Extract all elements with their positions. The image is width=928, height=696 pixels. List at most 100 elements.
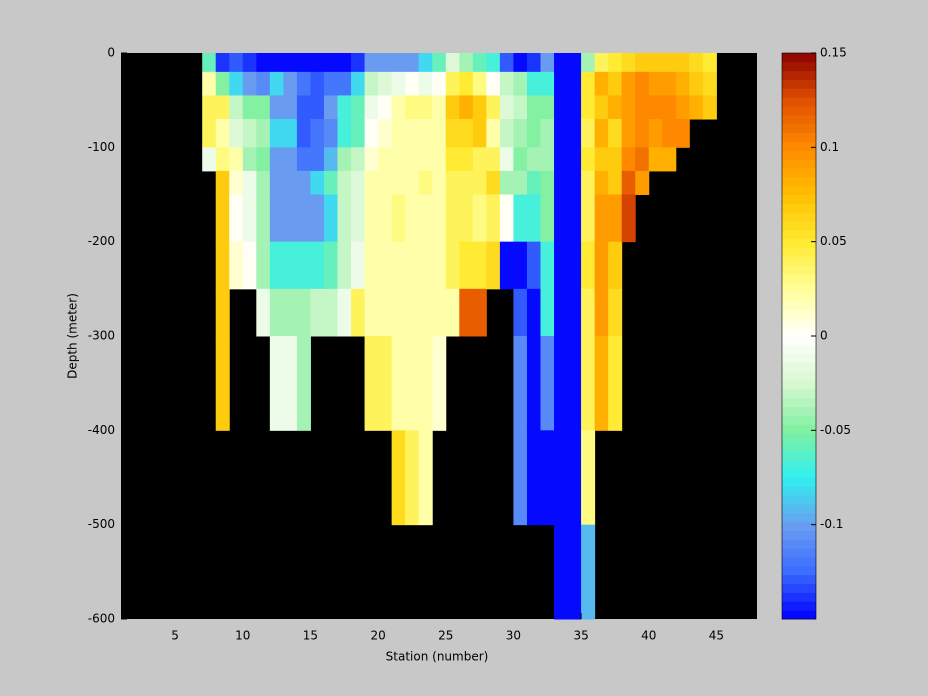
heatmap-cell — [418, 288, 433, 337]
heatmap-cell — [296, 119, 311, 148]
heatmap-cell — [581, 336, 596, 431]
heatmap-cell — [540, 53, 555, 73]
heatmap-cell — [472, 147, 487, 172]
colorbar-band — [782, 150, 816, 160]
heatmap-cell — [391, 53, 406, 73]
heatmap-cell — [323, 194, 339, 243]
colorbar-band — [782, 495, 816, 505]
heatmap-cell — [283, 71, 298, 96]
heatmap-cell — [472, 170, 487, 195]
colorbar-band — [782, 530, 816, 540]
heatmap-cell — [594, 170, 609, 195]
heatmap-cell — [418, 119, 433, 148]
heatmap-cell — [472, 241, 487, 290]
heatmap-cell — [351, 288, 366, 337]
heatmap-cell — [391, 288, 406, 337]
heatmap-cell — [337, 53, 352, 73]
heatmap-cell — [581, 288, 596, 337]
heatmap-cell — [418, 170, 433, 195]
colorbar-tick-label: 0.05 — [820, 234, 847, 248]
heatmap-cell — [283, 119, 298, 148]
heatmap-cell — [323, 53, 339, 73]
heatmap-cell — [675, 95, 690, 120]
heatmap-cell — [499, 241, 514, 290]
heatmap-cell — [391, 241, 406, 290]
heatmap-cell — [391, 147, 406, 172]
heatmap-cell — [459, 53, 474, 73]
heatmap-cell — [648, 95, 663, 120]
heatmap-cell — [567, 336, 582, 431]
heatmap-cell — [540, 336, 555, 431]
x-tick-label: 30 — [506, 629, 521, 643]
heatmap-cell — [337, 95, 352, 120]
colorbar-tick-label: 0 — [820, 329, 828, 343]
heatmap-cell — [391, 71, 406, 96]
heatmap-cell — [364, 147, 379, 172]
colorbar-band — [782, 185, 816, 195]
heatmap-cell — [594, 119, 609, 148]
heatmap-cell — [215, 194, 230, 243]
colorbar-band — [782, 450, 816, 461]
heatmap-cell — [256, 71, 271, 96]
heatmap-cell — [567, 53, 582, 73]
heatmap-cell — [256, 147, 271, 172]
heatmap-cell — [364, 95, 379, 120]
heatmap-cell — [351, 147, 366, 172]
heatmap-cell — [323, 170, 339, 195]
colorbar-band — [782, 212, 816, 222]
heatmap-cell — [594, 336, 609, 431]
heatmap-cell — [337, 170, 352, 195]
heatmap-cell — [202, 71, 217, 96]
heatmap-cell — [323, 71, 339, 96]
heatmap-cell — [202, 53, 217, 73]
heatmap-cell — [526, 53, 541, 73]
heatmap-cell — [472, 53, 487, 73]
heatmap-cell — [675, 71, 690, 96]
heatmap-cell — [554, 430, 569, 526]
heatmap-cell — [608, 336, 623, 431]
x-tick-label: 10 — [235, 629, 250, 643]
heatmap-cell — [526, 95, 541, 120]
heatmap-cell — [459, 119, 474, 148]
heatmap-cell — [405, 430, 420, 526]
heatmap-cell — [296, 53, 311, 73]
heatmap-cell — [554, 170, 569, 195]
heatmap-cell — [296, 71, 311, 96]
heatmap-cell — [432, 194, 447, 243]
heatmap-cell — [229, 53, 244, 73]
colorbar-band — [782, 601, 816, 611]
heatmap-cell — [513, 288, 528, 337]
heatmap-cell — [445, 241, 460, 290]
heatmap-cell — [635, 53, 650, 73]
colorbar-band — [782, 194, 816, 204]
heatmap-cell — [378, 336, 393, 431]
heatmap-cell — [405, 170, 420, 195]
heatmap-cell — [608, 194, 623, 243]
heatmap-cell — [269, 336, 284, 431]
colorbar-tick-label: 0.1 — [820, 140, 839, 154]
colorbar-band — [782, 265, 816, 275]
heatmap-cell — [594, 288, 609, 337]
heatmap-cell — [594, 194, 609, 243]
heatmap-cell — [269, 119, 284, 148]
heatmap-cell — [418, 430, 433, 526]
heatmap-cell — [486, 119, 501, 148]
heatmap-cell — [269, 71, 284, 96]
heatmap-cell — [608, 53, 623, 73]
heatmap-cell — [472, 119, 487, 148]
colorbar-band — [782, 336, 816, 346]
heatmap-cell — [554, 241, 569, 290]
heatmap-cell — [594, 71, 609, 96]
heatmap-cell — [486, 95, 501, 120]
colorbar-band — [782, 583, 816, 593]
heatmap-cell — [513, 194, 528, 243]
heatmap-cell — [215, 53, 230, 73]
colorbar-band — [782, 141, 816, 151]
heatmap-cell — [540, 147, 555, 172]
colorbar-band — [782, 557, 816, 567]
heatmap-cell — [229, 71, 244, 96]
colorbar-band — [782, 159, 816, 169]
heatmap-cell — [283, 95, 298, 120]
heatmap-cell — [540, 241, 555, 290]
heatmap-cell — [283, 147, 298, 172]
